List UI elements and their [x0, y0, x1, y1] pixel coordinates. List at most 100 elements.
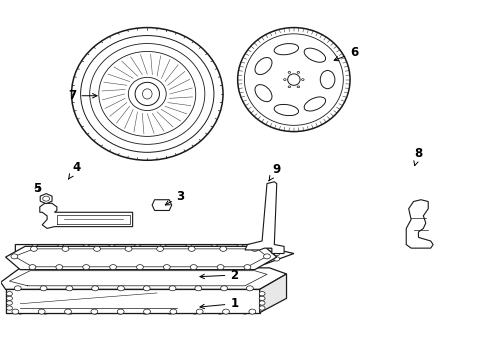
Circle shape	[42, 309, 49, 314]
Polygon shape	[40, 203, 133, 228]
Circle shape	[6, 306, 12, 310]
Circle shape	[167, 309, 173, 314]
Ellipse shape	[238, 28, 350, 132]
Circle shape	[12, 302, 18, 306]
Polygon shape	[255, 277, 284, 313]
Circle shape	[242, 259, 248, 264]
Circle shape	[6, 301, 12, 305]
Polygon shape	[5, 289, 260, 313]
Circle shape	[302, 79, 304, 81]
Circle shape	[160, 244, 167, 249]
Circle shape	[244, 265, 251, 270]
Circle shape	[163, 265, 170, 270]
Ellipse shape	[139, 85, 156, 103]
Circle shape	[118, 286, 124, 291]
Circle shape	[117, 309, 124, 314]
Circle shape	[94, 246, 100, 251]
Circle shape	[91, 309, 98, 314]
Circle shape	[170, 309, 177, 314]
Polygon shape	[5, 289, 255, 313]
Circle shape	[144, 309, 150, 314]
Circle shape	[192, 309, 198, 314]
Circle shape	[29, 265, 36, 270]
Circle shape	[17, 309, 24, 314]
Circle shape	[246, 286, 253, 291]
Circle shape	[42, 288, 49, 293]
Circle shape	[12, 309, 19, 314]
Circle shape	[67, 309, 74, 314]
Circle shape	[83, 244, 90, 249]
Circle shape	[30, 246, 37, 251]
Circle shape	[55, 259, 62, 264]
Circle shape	[108, 244, 115, 249]
Circle shape	[242, 309, 248, 314]
Circle shape	[117, 309, 123, 314]
Polygon shape	[0, 268, 287, 289]
Circle shape	[92, 286, 98, 291]
Text: 5: 5	[33, 183, 42, 195]
Polygon shape	[245, 182, 284, 253]
Polygon shape	[152, 200, 171, 211]
Circle shape	[143, 286, 150, 291]
Circle shape	[185, 244, 192, 249]
Circle shape	[172, 259, 178, 264]
Circle shape	[67, 288, 74, 293]
Circle shape	[259, 306, 265, 310]
Circle shape	[190, 265, 197, 270]
Circle shape	[253, 307, 259, 311]
Circle shape	[14, 286, 21, 291]
Circle shape	[157, 246, 164, 251]
Circle shape	[148, 259, 155, 264]
Circle shape	[264, 254, 270, 259]
Circle shape	[222, 309, 229, 314]
Circle shape	[196, 309, 203, 314]
Ellipse shape	[255, 85, 272, 102]
Circle shape	[125, 259, 132, 264]
Circle shape	[188, 246, 195, 251]
Circle shape	[92, 288, 98, 293]
Ellipse shape	[135, 82, 159, 105]
Circle shape	[259, 301, 265, 305]
Circle shape	[195, 286, 202, 291]
Circle shape	[251, 246, 258, 251]
Circle shape	[6, 292, 12, 296]
Ellipse shape	[274, 44, 298, 55]
Ellipse shape	[255, 58, 272, 75]
Circle shape	[242, 288, 248, 293]
Text: 1: 1	[200, 297, 239, 310]
Circle shape	[101, 259, 108, 264]
Circle shape	[65, 309, 72, 314]
Circle shape	[12, 307, 18, 311]
Circle shape	[31, 259, 38, 264]
Circle shape	[217, 309, 223, 314]
Circle shape	[62, 246, 69, 251]
Circle shape	[57, 244, 64, 249]
Circle shape	[56, 265, 63, 270]
Circle shape	[259, 296, 265, 301]
Circle shape	[220, 246, 227, 251]
Polygon shape	[40, 194, 52, 204]
Circle shape	[220, 286, 227, 291]
Ellipse shape	[304, 97, 325, 111]
Text: 3: 3	[165, 190, 185, 205]
Circle shape	[169, 286, 176, 291]
Polygon shape	[15, 244, 294, 264]
Circle shape	[17, 288, 24, 293]
Circle shape	[117, 288, 123, 293]
Circle shape	[110, 265, 117, 270]
Circle shape	[66, 286, 73, 291]
Circle shape	[195, 259, 202, 264]
Text: 9: 9	[269, 163, 281, 181]
Text: 4: 4	[69, 161, 80, 179]
Circle shape	[237, 244, 244, 249]
Circle shape	[167, 288, 173, 293]
Circle shape	[134, 244, 141, 249]
Circle shape	[288, 72, 291, 73]
Circle shape	[137, 265, 144, 270]
Ellipse shape	[304, 48, 325, 62]
Circle shape	[249, 309, 256, 314]
Text: 7: 7	[68, 89, 97, 102]
Circle shape	[253, 297, 259, 301]
Circle shape	[192, 288, 198, 293]
Circle shape	[38, 309, 45, 314]
